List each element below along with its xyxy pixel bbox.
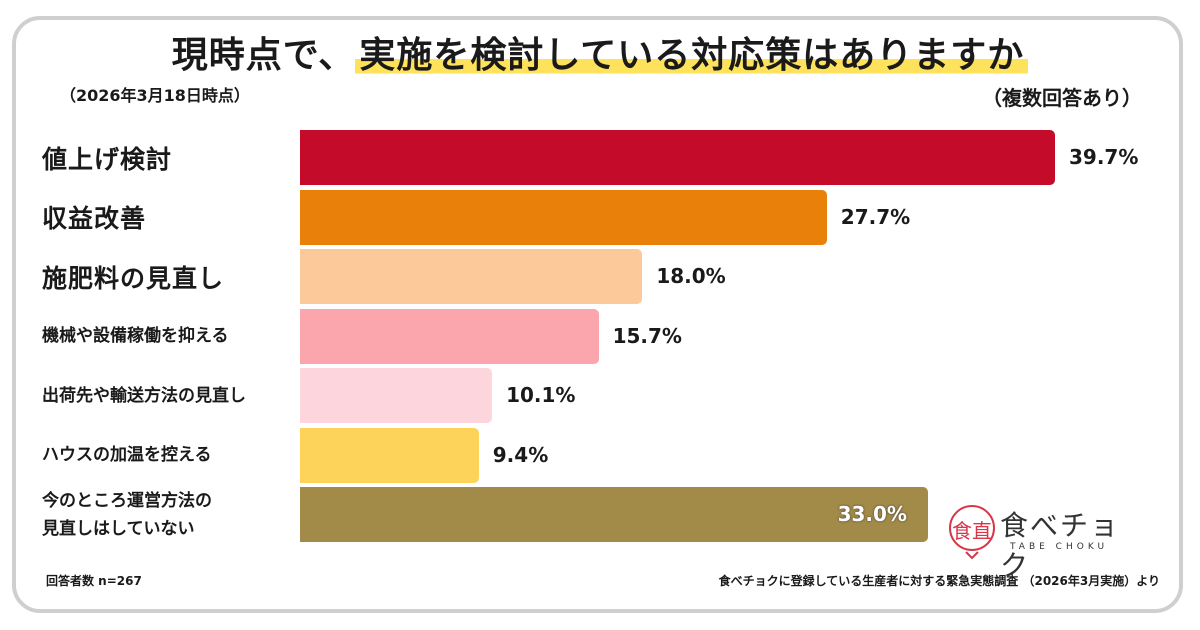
category-label: 今のところ運営方法の 見直しはしていない xyxy=(42,490,212,539)
value-label: 9.4% xyxy=(492,442,549,467)
value-label: 27.7% xyxy=(840,204,911,229)
respondents-note: 回答者数 n=267 xyxy=(46,574,142,588)
source-note: 食べチョクに登録している生産者に対する緊急実態調査 （2026年3月実施）より xyxy=(718,574,1160,588)
category-label: 値上げ検討 xyxy=(42,144,173,174)
category-label: 出荷先や輸送方法の見直し xyxy=(42,385,246,406)
bar xyxy=(300,130,1055,185)
category-label: 収益改善 xyxy=(42,204,147,233)
bar xyxy=(300,189,827,245)
bar xyxy=(300,368,493,423)
bar xyxy=(300,308,599,364)
multiple-answers-note: （複数回答あり） xyxy=(982,86,1142,110)
title-highlight: 実施を検討している対応策はありますか xyxy=(355,35,1029,76)
value-label: 15.7% xyxy=(612,323,682,348)
category-label: 機械や設備稼働を抑える xyxy=(42,326,229,346)
bar xyxy=(300,427,479,483)
logo-mark-icon: 食直 xyxy=(949,505,995,560)
bar xyxy=(300,249,643,304)
logo-name: 食べチョク xyxy=(1000,509,1121,582)
bar xyxy=(300,487,928,542)
chart-title: 現時点で、 実施を検討している対応策はありますか xyxy=(0,26,1200,78)
value-label: 18.0% xyxy=(656,264,726,288)
category-label: 施肥料の見直し xyxy=(42,263,225,293)
logo-subtitle: TABE CHOKU xyxy=(1010,542,1109,552)
category-label: ハウスの加温を控える xyxy=(42,445,212,465)
value-label: 33.0% xyxy=(837,502,907,526)
tabechoku-logo: 食直 食べチョク TABE CHOKU xyxy=(944,502,1144,582)
value-label: 39.7% xyxy=(1069,145,1139,169)
logo-mark-text: 食直 xyxy=(952,519,992,543)
date-note: （2026年3月18日時点） xyxy=(60,86,250,105)
title-prefix: 現時点で、 xyxy=(171,35,356,76)
value-label: 10.1% xyxy=(506,383,576,407)
